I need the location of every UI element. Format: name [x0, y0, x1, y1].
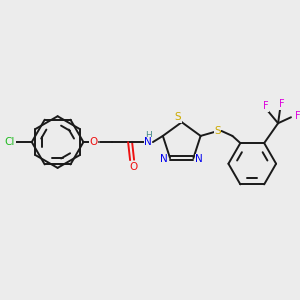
Text: O: O	[89, 137, 98, 147]
Text: F: F	[263, 101, 269, 111]
Text: N: N	[160, 154, 168, 164]
Text: N: N	[144, 137, 152, 147]
Text: H: H	[146, 130, 152, 140]
Text: F: F	[279, 99, 285, 110]
Text: S: S	[174, 112, 181, 122]
Text: F: F	[295, 111, 300, 121]
Text: N: N	[196, 154, 203, 164]
Text: S: S	[214, 126, 221, 136]
Text: O: O	[129, 162, 137, 172]
Text: Cl: Cl	[5, 137, 15, 147]
